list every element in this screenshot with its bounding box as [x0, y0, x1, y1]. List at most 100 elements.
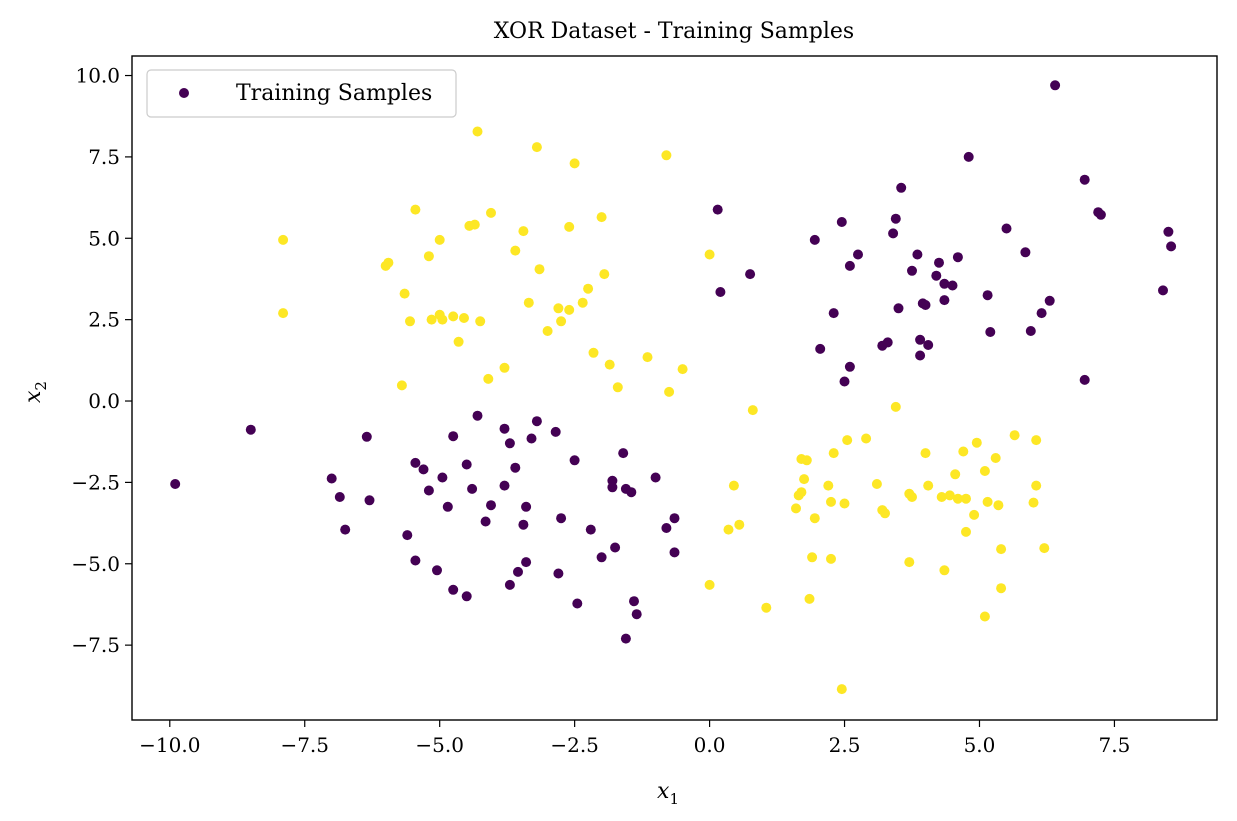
- data-point-class0-40: [596, 552, 607, 563]
- data-point-class1-49: [734, 519, 745, 530]
- data-point-class1-12: [437, 314, 448, 325]
- data-point-class0-20: [472, 410, 483, 421]
- data-point-class1-63: [826, 553, 836, 564]
- data-point-class1-67: [842, 435, 853, 446]
- data-point-class0-61: [839, 376, 850, 387]
- data-point-class1-0: [278, 234, 289, 245]
- x-axis-label-sub: 1: [669, 790, 679, 808]
- data-point-class1-1: [278, 308, 289, 319]
- data-point-class1-40: [612, 382, 623, 393]
- legend-box: [146, 69, 457, 118]
- data-point-class1-66: [839, 498, 850, 509]
- data-point-class1-64: [828, 448, 839, 459]
- data-point-class0-32: [526, 433, 537, 444]
- data-point-class0-3: [334, 492, 345, 502]
- data-point-class1-94: [996, 583, 1007, 594]
- y-axis: −7.5 −5.0 −2.5 0.0 2.5 5.0 7.5 10.0: [71, 64, 132, 657]
- x-tick-label: −5.0: [415, 733, 464, 757]
- data-point-class1-57: [801, 455, 812, 466]
- data-point-class0-92: [1050, 80, 1061, 91]
- data-point-class0-85: [982, 290, 993, 301]
- data-point-class1-41: [642, 352, 653, 363]
- x-tick-label: 5.0: [964, 733, 996, 757]
- data-point-class1-88: [979, 611, 990, 622]
- x-tick-label: −2.5: [550, 733, 599, 757]
- data-point-class0-97: [1158, 285, 1168, 296]
- y-tick-label: 2.5: [88, 308, 120, 332]
- data-point-class1-29: [553, 303, 564, 314]
- data-point-class0-69: [893, 303, 904, 314]
- data-point-class1-23: [510, 245, 521, 256]
- data-point-class1-10: [434, 234, 445, 245]
- y-tick-label: −5.0: [71, 552, 120, 576]
- data-point-class1-22: [499, 362, 510, 373]
- data-point-class0-31: [521, 557, 532, 568]
- legend-label: Training Samples: [236, 81, 432, 106]
- x-axis-label-main: x: [657, 779, 670, 804]
- data-point-class0-96: [1095, 209, 1106, 220]
- data-point-class1-87: [971, 437, 982, 448]
- data-point-class0-21: [480, 516, 491, 527]
- data-point-class1-76: [920, 448, 931, 459]
- data-point-class1-42: [664, 386, 675, 397]
- data-point-class1-30: [556, 316, 567, 327]
- data-point-class0-98: [1163, 226, 1174, 237]
- data-point-class0-55: [715, 287, 726, 297]
- data-point-class1-36: [588, 347, 599, 358]
- data-point-class1-99: [1039, 543, 1050, 554]
- data-point-class0-63: [844, 260, 855, 271]
- y-tick-label: −2.5: [71, 470, 120, 494]
- data-point-class1-17: [469, 219, 480, 230]
- data-point-class0-16: [448, 431, 459, 442]
- data-point-class0-2: [326, 473, 337, 484]
- data-point-class1-69: [871, 479, 882, 489]
- data-point-class0-36: [556, 513, 567, 524]
- data-point-class1-85: [961, 526, 971, 537]
- data-point-class1-65: [836, 684, 847, 695]
- data-point-class1-4: [396, 380, 407, 391]
- data-point-class1-13: [448, 311, 459, 322]
- data-point-class0-52: [669, 513, 680, 524]
- data-point-class0-62: [844, 361, 855, 372]
- data-point-class0-79: [934, 257, 944, 268]
- data-point-class0-77: [923, 340, 934, 350]
- data-point-class1-79: [939, 565, 950, 576]
- data-point-class1-31: [564, 304, 575, 315]
- data-point-class1-78: [936, 492, 947, 502]
- data-point-class0-94: [1079, 174, 1090, 185]
- data-point-class0-38: [572, 598, 583, 609]
- data-point-class1-25: [523, 297, 534, 308]
- data-point-class1-80: [944, 490, 955, 501]
- data-point-class0-0: [170, 479, 181, 489]
- data-point-class1-75: [907, 492, 917, 502]
- data-point-class0-51: [661, 523, 672, 533]
- data-point-class0-5: [361, 431, 372, 442]
- data-point-class1-61: [823, 480, 834, 491]
- data-point-class1-46: [704, 579, 715, 590]
- x-tick-label: 7.5: [1099, 733, 1131, 757]
- data-point-class0-4: [340, 524, 351, 535]
- data-point-class1-38: [599, 269, 610, 280]
- data-point-class1-50: [747, 405, 758, 416]
- data-point-class1-54: [796, 487, 807, 498]
- data-point-class0-34: [550, 426, 561, 437]
- data-point-class0-78: [931, 270, 942, 281]
- data-point-class0-87: [1001, 223, 1012, 234]
- data-point-class0-42: [607, 482, 618, 493]
- data-point-class1-35: [583, 283, 594, 294]
- data-point-class0-49: [631, 609, 642, 620]
- data-point-class1-3: [383, 257, 394, 268]
- points-layer: [170, 80, 1177, 695]
- data-point-class1-18: [472, 126, 483, 137]
- data-point-class1-93: [996, 544, 1007, 555]
- y-axis-label-sub: 2: [32, 381, 50, 391]
- y-axis-label: x2: [21, 381, 50, 403]
- data-point-class0-24: [499, 480, 510, 491]
- data-point-class1-21: [486, 207, 496, 218]
- data-point-class1-62: [826, 496, 836, 507]
- x-axis: −10.0 −7.5 −5.0 −2.5 0.0 2.5 5.0 7.5: [139, 720, 1130, 757]
- data-point-class1-8: [423, 251, 434, 262]
- data-point-class0-47: [626, 487, 637, 498]
- data-point-class1-15: [459, 313, 469, 323]
- data-point-class0-18: [461, 459, 472, 470]
